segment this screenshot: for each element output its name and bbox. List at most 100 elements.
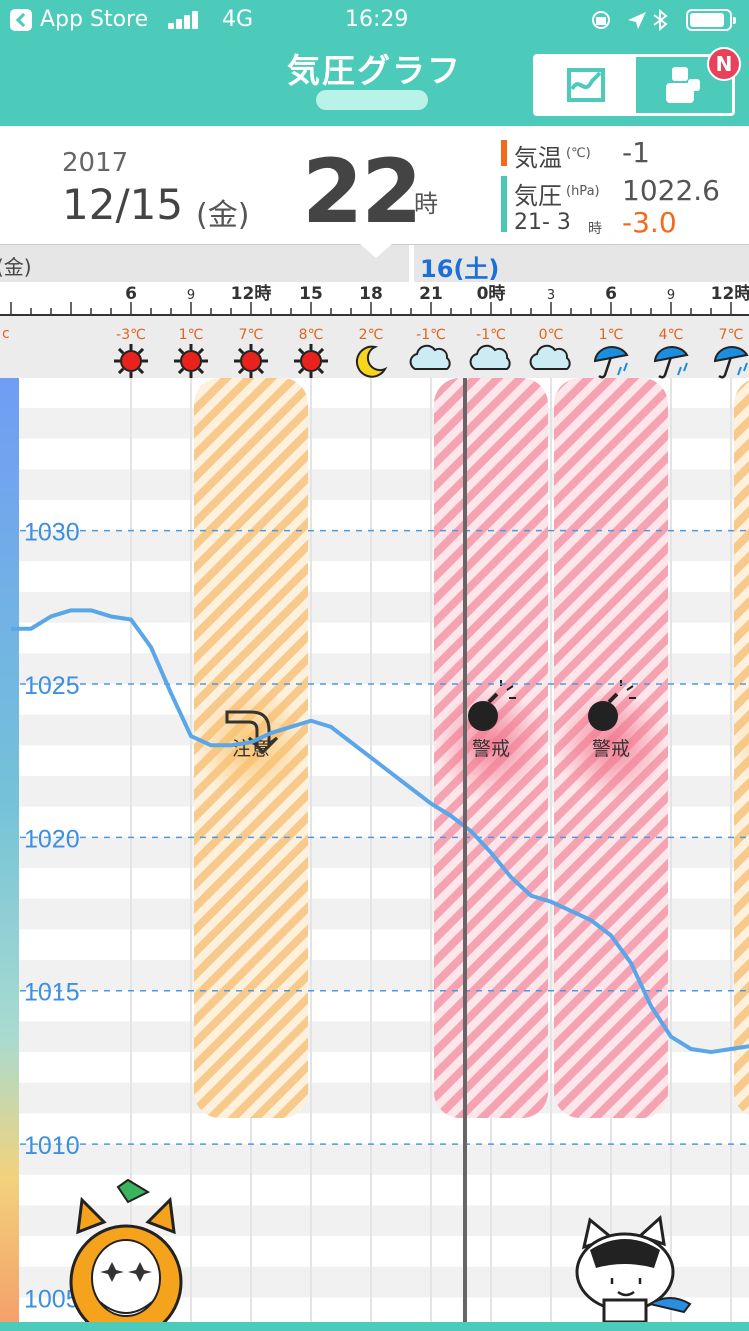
sun-ray [257, 367, 265, 375]
clock: 16:29 [345, 7, 409, 32]
hour-tick-label: 6 [605, 284, 617, 304]
temperature-label: 0℃ [539, 327, 564, 343]
rain-drops [737, 362, 748, 376]
pressure-chart[interactable]: 注意警戒警戒注意10301025102010151010100510356912… [0, 282, 749, 1322]
bomb-fuse [607, 692, 619, 704]
warning-zone: 警戒 [554, 378, 668, 1118]
y-tick-label: 1015 [24, 979, 80, 1007]
cat-body [602, 1298, 648, 1322]
sun-icon [174, 344, 208, 378]
cloud-icon [409, 344, 451, 370]
caution-zone: 注意 [734, 380, 749, 1116]
pressure-change-range: 21- 3 [514, 210, 571, 235]
sun-ray [117, 347, 125, 355]
sun-icon [234, 344, 268, 378]
status-icons [592, 9, 668, 31]
temperature-label: 4℃ [659, 327, 684, 343]
pressure-label: 気圧 [514, 182, 562, 210]
alert-label: 警戒 [472, 738, 510, 760]
view-switch[interactable] [533, 54, 735, 116]
pressure-unit: (hPa) [566, 184, 600, 199]
weekday: (金) [196, 198, 250, 233]
temperature-unit: (℃) [566, 146, 591, 161]
cat-fish [647, 1297, 692, 1314]
temperature-label: -3℃ [116, 327, 146, 343]
app-header: App Store 4G 16:29 気圧グラフ [0, 0, 749, 126]
umbrella-handle [658, 356, 673, 379]
temperature-label-edge: c [2, 326, 10, 342]
alert-glow [735, 706, 749, 782]
umbrella-icon [713, 346, 749, 379]
bomb-spark [620, 680, 636, 699]
day-divider [409, 245, 414, 283]
umbrella-canopy [713, 346, 749, 363]
y-tick-label: 1030 [24, 519, 80, 547]
owl-wing [99, 1301, 153, 1314]
hour-tick-label: 6 [125, 284, 137, 304]
umbrella-canopy [593, 346, 629, 363]
sun-ray [197, 347, 205, 355]
prev-day-label: (金) [0, 255, 32, 279]
sun-ray [177, 347, 185, 355]
y-tick-label: 1020 [24, 825, 80, 853]
current-time-pointer [360, 244, 392, 258]
temperature-label: 8℃ [299, 327, 324, 343]
owl-mascot-icon [69, 1178, 183, 1322]
cloud-icon [469, 344, 511, 370]
bluetooth-icon [653, 9, 668, 31]
sun-disc [300, 350, 322, 372]
back-to-app-icon[interactable] [10, 9, 32, 31]
bomb-body [468, 701, 498, 731]
caution-zone: 注意 [194, 378, 308, 1118]
notification-badge[interactable]: N [707, 47, 741, 81]
day-tab-prev[interactable]: (金) [0, 245, 410, 283]
graph-view-button[interactable] [536, 57, 636, 113]
sun-icon [294, 344, 328, 378]
orientation-lock-icon [592, 11, 610, 29]
y-tick-label: 1010 [24, 1132, 80, 1160]
battery-icon [686, 9, 736, 31]
temperature-label: 7℃ [719, 327, 744, 343]
back-app-label[interactable]: App Store [40, 7, 149, 32]
hour-tick-label: 9 [187, 288, 195, 303]
hour-ruler [0, 282, 749, 316]
umbrella-handle [598, 356, 613, 379]
hour-tick-label: 18 [359, 284, 383, 304]
year: 2017 [62, 148, 129, 178]
owl-ears [76, 1196, 176, 1235]
sun-ray [297, 367, 305, 375]
cloud-shape [409, 344, 451, 370]
owl-face [91, 1239, 161, 1317]
bomb-icon [588, 680, 636, 731]
temperature-marker [501, 140, 507, 166]
bottom-strip [0, 1322, 749, 1331]
grid-band [0, 1144, 749, 1175]
umbrella-icon [653, 346, 689, 379]
pressure-change-unit: 時 [588, 221, 602, 237]
caution-arrow-icon [225, 710, 279, 755]
umbrella-canopy [653, 346, 689, 363]
mascot-view-button[interactable] [636, 57, 732, 113]
hour-tick-label: 12時 [711, 283, 749, 304]
hour-tick-label: 15 [299, 284, 323, 304]
temperature-label: 7℃ [239, 327, 264, 343]
alert-glow [555, 688, 667, 800]
signal-icon [168, 11, 202, 29]
temperature-value: -1 [622, 136, 650, 169]
sun-disc [180, 350, 202, 372]
pressure-scale-strip [0, 368, 19, 1322]
hour-unit: 時 [414, 190, 438, 218]
sun-ray [317, 347, 325, 355]
sun-ray [237, 367, 245, 375]
cloud-shape [469, 344, 511, 370]
sun-ray [237, 347, 245, 355]
sun-icon [114, 344, 148, 378]
y-tick-label: 1025 [24, 672, 80, 700]
sun-disc [240, 350, 262, 372]
sun-ray [177, 367, 185, 375]
pressure-value: 1022.6 [622, 174, 720, 207]
moon-shape [355, 345, 388, 378]
rain-drops [677, 362, 688, 376]
next-day-label[interactable]: 16(土) [420, 255, 500, 283]
cloud-shape [529, 344, 571, 370]
